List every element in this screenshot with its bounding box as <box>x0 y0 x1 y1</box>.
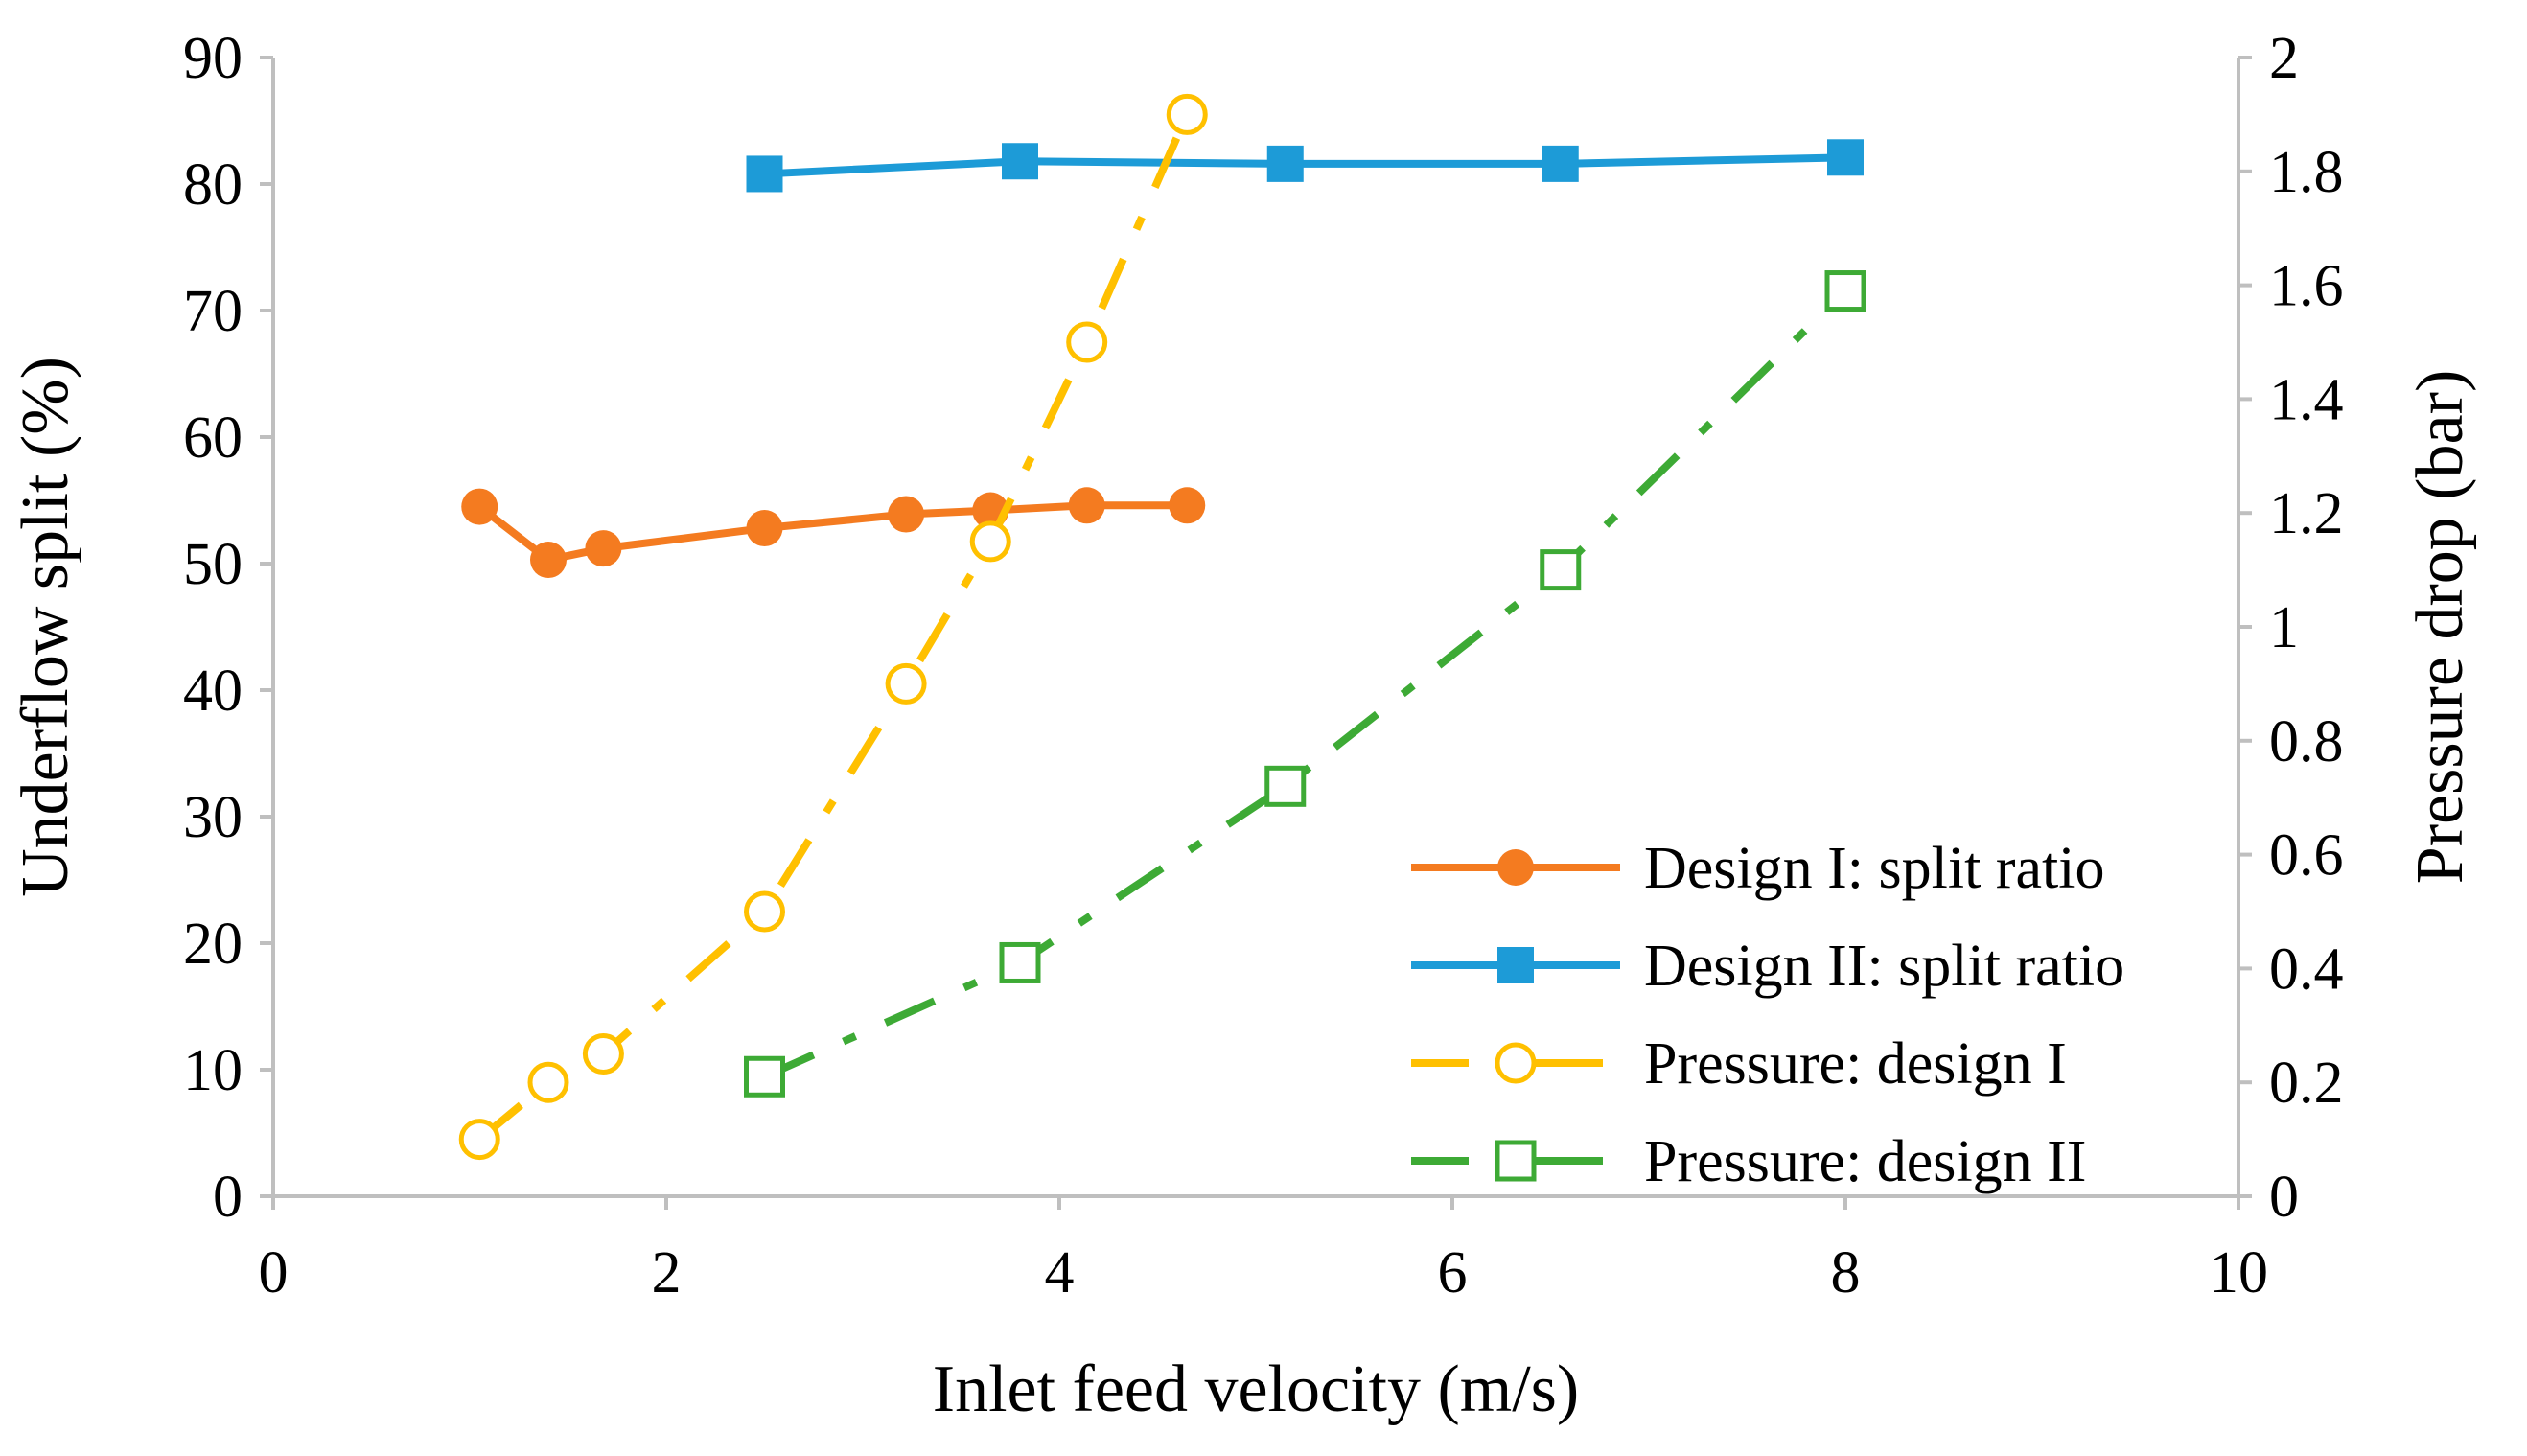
legend-item: Pressure: design II <box>1411 1129 2086 1194</box>
data-point <box>1827 139 1864 176</box>
x-tick-label: 8 <box>1831 1240 1861 1306</box>
data-point <box>530 542 567 579</box>
data-point <box>1066 321 1108 363</box>
data-point <box>582 1033 624 1075</box>
data-point <box>1264 765 1307 807</box>
data-point <box>1166 93 1208 135</box>
y2-tick-label: 2 <box>2269 26 2299 91</box>
axes: 010203040506070809000.20.40.60.811.21.41… <box>183 26 2344 1306</box>
y-tick-label: 80 <box>183 152 243 218</box>
data-point <box>461 488 498 525</box>
y-tick-label: 10 <box>183 1038 243 1103</box>
y2-tick-label: 1.6 <box>2269 254 2344 319</box>
y-tick-label: 50 <box>183 532 243 597</box>
data-point <box>888 496 925 533</box>
data-point <box>999 941 1041 983</box>
x-tick-label: 2 <box>652 1240 682 1306</box>
x-tick-label: 0 <box>259 1240 289 1306</box>
data-point <box>1002 143 1038 180</box>
y-tick-label: 0 <box>213 1165 243 1230</box>
data-point <box>744 890 785 933</box>
data-point <box>1266 145 1304 182</box>
legend-marker <box>1497 947 1534 983</box>
series-line <box>764 153 1846 178</box>
legend-label: Pressure: design I <box>1644 1031 2067 1097</box>
legend-item: Design I: split ratio <box>1411 836 2104 901</box>
series-4 <box>744 270 1866 1098</box>
data-point <box>458 1119 500 1161</box>
y-tick-label: 30 <box>183 785 243 850</box>
data-point <box>585 530 622 567</box>
legend-marker <box>1495 1042 1537 1084</box>
y-tick-label: 90 <box>183 26 243 91</box>
series-line <box>476 112 1191 1143</box>
legend-item: Pressure: design I <box>1411 1031 2067 1097</box>
y2-tick-label: 0.8 <box>2269 709 2344 774</box>
y2-tick-label: 1.8 <box>2269 140 2344 205</box>
data-point <box>1824 270 1866 312</box>
data-point <box>1169 487 1206 524</box>
data-point <box>746 155 783 193</box>
y2-tick-label: 1 <box>2269 595 2299 660</box>
x-tick-label: 10 <box>2209 1240 2268 1306</box>
series-3 <box>458 93 1208 1161</box>
legend-label: Pressure: design II <box>1644 1129 2086 1194</box>
legend-label: Design II: split ratio <box>1644 934 2124 999</box>
y-axis-title: Underflow split (%) <box>9 357 82 897</box>
y2-tick-label: 1.2 <box>2269 481 2344 546</box>
legend: Design I: split ratio Design II: split ra… <box>1411 836 2124 1194</box>
legend-marker <box>1495 1140 1537 1182</box>
data-point <box>744 1055 785 1098</box>
legend-marker <box>1497 849 1534 886</box>
plot-area <box>458 93 1866 1161</box>
data-point <box>1540 549 1582 591</box>
x-tick-label: 6 <box>1438 1240 1468 1306</box>
legend-label: Design I: split ratio <box>1644 836 2104 901</box>
data-point <box>1068 487 1105 524</box>
y2-axis-title: Pressure drop (bar) <box>2403 370 2477 884</box>
data-point <box>885 662 927 705</box>
data-point <box>969 520 1011 563</box>
y-tick-label: 20 <box>183 912 243 977</box>
series-2 <box>746 139 1864 193</box>
y2-tick-label: 0.4 <box>2269 936 2344 1002</box>
x-axis-title: Inlet feed velocity (m/s) <box>933 1352 1579 1426</box>
y2-tick-label: 1.4 <box>2269 367 2344 432</box>
y-tick-label: 40 <box>183 659 243 724</box>
y2-tick-label: 0.6 <box>2269 823 2344 889</box>
y-tick-label: 70 <box>183 279 243 344</box>
y2-tick-label: 0 <box>2269 1165 2299 1230</box>
x-tick-label: 4 <box>1045 1240 1075 1306</box>
y2-tick-label: 0.2 <box>2269 1051 2344 1116</box>
legend-item: Design II: split ratio <box>1411 934 2124 999</box>
data-point <box>1542 145 1579 182</box>
series-line <box>762 288 1848 1080</box>
data-point <box>746 510 783 547</box>
data-point <box>527 1061 569 1103</box>
y-tick-label: 60 <box>183 405 243 471</box>
series-1 <box>461 487 1206 579</box>
